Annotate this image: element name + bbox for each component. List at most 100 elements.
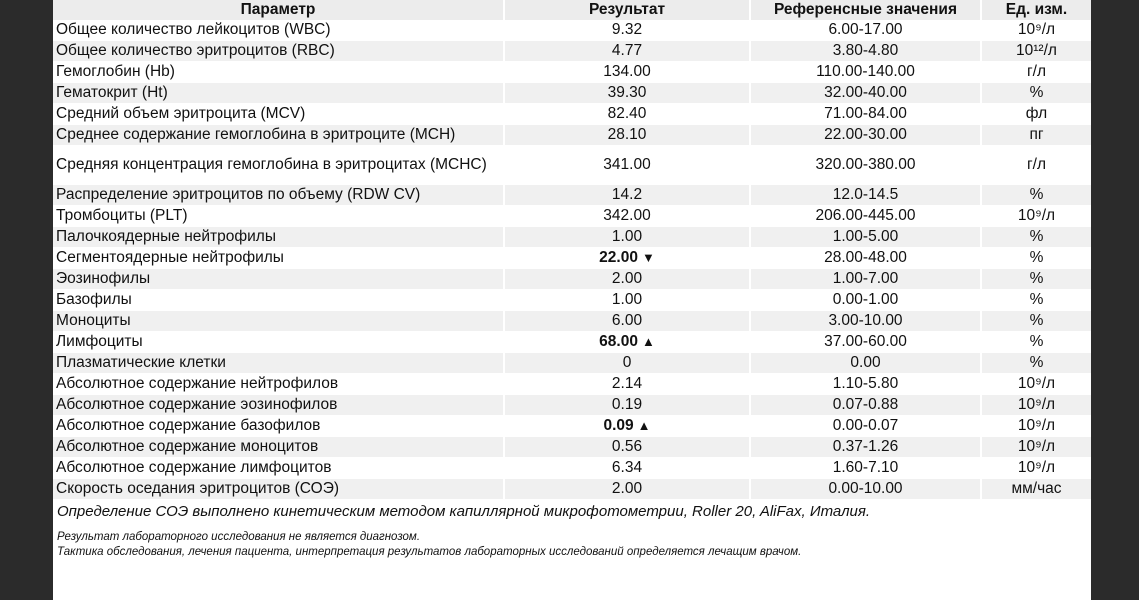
result-cell: 39.30 <box>504 82 751 104</box>
result-value: 68.00 <box>599 333 638 350</box>
parameter-cell: Абсолютное содержание моноцитов <box>53 436 505 458</box>
table-row: Базофилы 1.00 0.00-1.00% <box>53 289 1091 311</box>
result-cell: 1.00 <box>504 226 751 248</box>
reference-cell: 28.00-48.00 <box>750 247 982 269</box>
parameter-cell: Тромбоциты (PLT) <box>53 205 505 227</box>
result-cell: 6.00 <box>504 310 751 332</box>
parameter-cell: Среднее содержание гемоглобина в эритроц… <box>53 124 505 146</box>
parameter-cell: Палочкоядерные нейтрофилы <box>53 226 505 248</box>
reference-cell: 71.00-84.00 <box>750 103 982 125</box>
result-value: 28.10 <box>607 126 647 143</box>
header-unit: Ед. изм. <box>981 0 1091 20</box>
reference-cell: 0.00-0.07 <box>750 415 982 437</box>
parameter-cell: Абсолютное содержание базофилов <box>53 415 505 437</box>
result-cell: 0.56 <box>504 436 751 458</box>
lab-results-table: Параметр Результат Референсные значения … <box>53 0 1091 500</box>
header-parameter: Параметр <box>53 0 505 20</box>
result-cell: 0 <box>504 352 751 374</box>
result-value: 0.09 <box>603 417 634 434</box>
result-cell: 134.00 <box>504 61 751 83</box>
unit-cell: 10⁹/л <box>981 205 1091 227</box>
unit-cell: г/л <box>981 61 1091 83</box>
result-value: 2.14 <box>611 375 643 392</box>
unit-cell: 10⁹/л <box>981 373 1091 395</box>
table-header: Параметр Результат Референсные значения … <box>53 0 1091 20</box>
result-value: 2.00 <box>611 480 643 497</box>
unit-cell: % <box>981 331 1091 353</box>
table-row: Распределение эритроцитов по объему (RDW… <box>53 184 1091 206</box>
result-cell: 68.00 ▲ <box>504 331 751 353</box>
result-value: 341.00 <box>603 156 651 173</box>
table-row: Сегментоядерные нейтрофилы 22.00 ▼ 28.00-48… <box>53 247 1091 269</box>
reference-cell: 1.00-5.00 <box>750 226 982 248</box>
result-cell: 2.00 <box>504 268 751 290</box>
reference-cell: 37.00-60.00 <box>750 331 982 353</box>
reference-cell: 12.0-14.5 <box>750 184 982 206</box>
result-value: 0.19 <box>611 396 643 413</box>
reference-cell: 320.00-380.00 <box>750 145 982 185</box>
unit-cell: % <box>981 247 1091 269</box>
table-row: Абсолютное содержание лимфоцитов 6.34 1.60… <box>53 457 1091 479</box>
parameter-cell: Гематокрит (Ht) <box>53 82 505 104</box>
method-note: Определение СОЭ выполнено кинетическим м… <box>53 500 1091 524</box>
unit-cell: 10⁹/л <box>981 436 1091 458</box>
result-value: 2.00 <box>611 270 643 287</box>
parameter-cell: Абсолютное содержание эозинофилов <box>53 394 505 416</box>
result-cell: 4.77 <box>504 40 751 62</box>
result-value: 22.00 <box>599 249 638 266</box>
parameter-cell: Средний объем эритроцита (MCV) <box>53 103 505 125</box>
disclaimer-line: Результат лабораторного исследования не … <box>57 531 421 543</box>
result-value: 1.00 <box>611 228 643 245</box>
reference-cell: 206.00-445.00 <box>750 205 982 227</box>
table-row: Гематокрит (Ht) 39.30 32.00-40.00% <box>53 82 1091 104</box>
parameter-cell: Гемоглобин (Hb) <box>53 61 505 83</box>
result-cell: 0.19 <box>504 394 751 416</box>
parameter-cell: Средняя концентрация гемоглобина в эритр… <box>53 145 505 185</box>
unit-cell: пг <box>981 124 1091 146</box>
result-value: 0.56 <box>611 438 643 455</box>
result-cell: 2.00 <box>504 478 751 500</box>
result-cell: 28.10 <box>504 124 751 146</box>
reference-cell: 32.00-40.00 <box>750 82 982 104</box>
reference-cell: 3.80-4.80 <box>750 40 982 62</box>
result-value: 9.32 <box>611 21 643 38</box>
arrow-down-icon: ▼ <box>641 250 655 265</box>
table-row: Абсолютное содержание базофилов 0.09 ▲ 0.00… <box>53 415 1091 437</box>
reference-cell: 0.00 <box>750 352 982 374</box>
parameter-cell: Абсолютное содержание лимфоцитов <box>53 457 505 479</box>
parameter-cell: Скорость оседания эритроцитов (СОЭ) <box>53 478 505 500</box>
parameter-cell: Общее количество лейкоцитов (WBC) <box>53 20 505 41</box>
result-value: 6.00 <box>611 312 643 329</box>
disclaimer-line: Тактика обследования, лечения пациента, … <box>57 546 802 558</box>
result-cell: 82.40 <box>504 103 751 125</box>
header-result: Результат <box>504 0 751 20</box>
result-cell: 0.09 ▲ <box>504 415 751 437</box>
reference-cell: 1.60-7.10 <box>750 457 982 479</box>
reference-cell: 3.00-10.00 <box>750 310 982 332</box>
table-row: Гемоглобин (Hb) 134.00 110.00-140.00 г/л <box>53 61 1091 83</box>
unit-cell: 10¹²/л <box>981 40 1091 62</box>
result-cell: 1.00 <box>504 289 751 311</box>
table-row: Палочкоядерные нейтрофилы 1.00 1.00-5.00% <box>53 226 1091 248</box>
disclaimer: Результат лабораторного исследования не … <box>53 524 1091 560</box>
result-value: 39.30 <box>607 84 647 101</box>
unit-cell: % <box>981 310 1091 332</box>
result-cell: 341.00 <box>504 145 751 185</box>
table-row: Абсолютное содержание эозинофилов 0.19 0.0… <box>53 394 1091 416</box>
parameter-cell: Абсолютное содержание нейтрофилов <box>53 373 505 395</box>
result-cell: 14.2 <box>504 184 751 206</box>
parameter-cell: Плазматические клетки <box>53 352 505 374</box>
parameter-cell: Распределение эритроцитов по объему (RDW… <box>53 184 505 206</box>
result-cell: 2.14 <box>504 373 751 395</box>
unit-cell: % <box>981 226 1091 248</box>
parameter-cell: Базофилы <box>53 289 505 311</box>
table-row: Плазматические клетки 0 0.00% <box>53 352 1091 374</box>
result-value: 82.40 <box>607 105 647 122</box>
table-row: Общее количество эритроцитов (RBC) 4.77 3.… <box>53 40 1091 62</box>
table-row: Общее количество лейкоцитов (WBC) 9.32 6.0… <box>53 20 1091 41</box>
unit-cell: % <box>981 289 1091 311</box>
unit-cell: % <box>981 184 1091 206</box>
result-cell: 6.34 <box>504 457 751 479</box>
arrow-up-icon: ▲ <box>641 334 655 349</box>
table-row: Средний объем эритроцита (MCV) 82.40 71.00… <box>53 103 1091 125</box>
